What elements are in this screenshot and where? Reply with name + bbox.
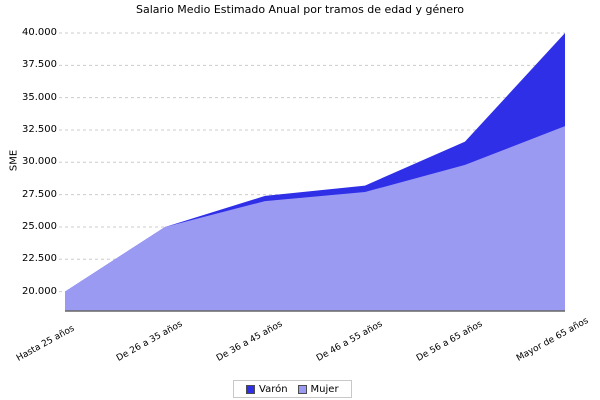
chart-legend: Varón Mujer: [233, 380, 352, 398]
y-tick-label: 22.500: [22, 253, 57, 265]
legend-label: Mujer: [310, 383, 339, 395]
y-tick-label: 30.000: [22, 156, 57, 168]
series-area-mujer: [65, 126, 565, 311]
y-tick-label: 32.500: [22, 123, 57, 135]
series-areas-group: [65, 33, 565, 311]
chart-title: Salario Medio Estimado Anual por tramos …: [135, 3, 465, 16]
y-tick-label: 37.500: [22, 59, 57, 71]
y-tick-label: 27.500: [22, 188, 57, 200]
legend-color-swatch: [297, 384, 307, 394]
legend-entry-mujer[interactable]: Mujer: [297, 383, 339, 395]
y-tick-label: 35.000: [22, 91, 57, 103]
y-tick-label: 40.000: [22, 27, 57, 38]
legend-entry-varn[interactable]: Varón: [246, 384, 288, 395]
legend-label: Varón: [259, 383, 288, 395]
y-tick-label: 25.000: [22, 220, 57, 232]
legend-color-swatch: [246, 384, 255, 394]
y-tick-label: 20.000: [22, 285, 57, 297]
